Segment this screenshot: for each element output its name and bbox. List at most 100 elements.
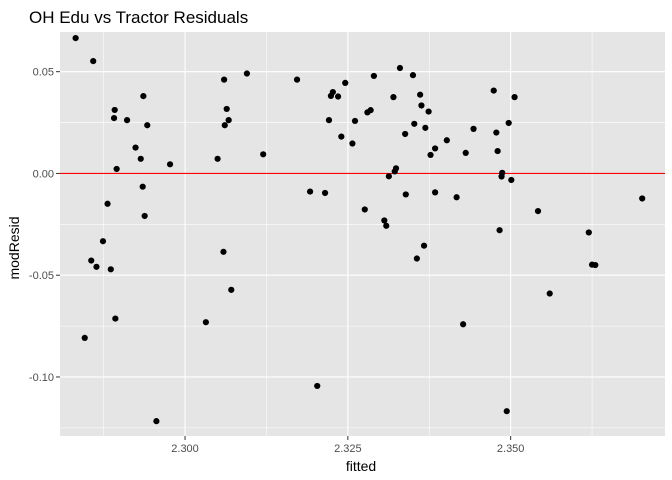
data-point (411, 120, 418, 127)
data-point (93, 263, 100, 270)
data-point (104, 200, 111, 207)
data-point (511, 94, 518, 101)
data-point (420, 242, 428, 249)
y-tick-label: 0.00 (33, 168, 54, 180)
data-point (367, 107, 374, 114)
data-point (361, 206, 368, 213)
x-axis-ticks: 2.300 2.325 2.350 (171, 436, 524, 455)
data-point (402, 130, 409, 138)
data-point (381, 217, 388, 224)
y-tick-label: -0.05 (29, 270, 54, 282)
data-point (223, 105, 230, 113)
data-point (546, 290, 553, 297)
data-point (112, 315, 119, 322)
data-point (140, 93, 147, 100)
data-point (427, 151, 434, 159)
data-point (417, 91, 424, 98)
data-point (329, 88, 336, 96)
data-point (220, 248, 227, 255)
data-point (113, 165, 120, 173)
data-point (293, 76, 301, 83)
x-axis-title: fitted (346, 458, 376, 474)
data-point (508, 176, 515, 184)
data-point (144, 122, 151, 129)
data-point (99, 238, 107, 245)
data-point (351, 117, 359, 125)
data-point (505, 119, 512, 127)
major-gridlines (60, 32, 665, 436)
data-points (72, 35, 646, 425)
data-point (110, 114, 118, 122)
data-point (221, 122, 228, 129)
data-point (81, 334, 88, 342)
data-point (260, 151, 267, 158)
data-point (166, 161, 174, 168)
data-point (392, 165, 400, 172)
data-point (396, 64, 404, 72)
data-point (141, 212, 148, 220)
chart-title: OH Edu vs Tractor Residuals (29, 8, 248, 27)
x-tick-label: 2.350 (497, 443, 525, 455)
data-point (139, 183, 146, 190)
data-point (432, 189, 439, 196)
data-point (639, 195, 646, 202)
data-point (88, 257, 95, 264)
data-point (342, 79, 349, 86)
data-point (432, 145, 439, 152)
data-point (107, 266, 114, 273)
data-point (503, 408, 510, 415)
data-point (221, 76, 228, 83)
data-point (202, 319, 209, 326)
data-point (422, 124, 429, 131)
data-point (338, 133, 345, 140)
data-point (306, 188, 314, 195)
data-point (534, 208, 542, 215)
data-point (585, 229, 592, 236)
data-point (390, 94, 397, 101)
data-point (413, 255, 420, 262)
y-tick-label: 0.05 (33, 67, 54, 79)
data-point (123, 117, 131, 124)
y-axis-title: modResid (6, 216, 22, 279)
x-tick-label: 2.300 (171, 443, 199, 455)
data-point (334, 93, 342, 100)
data-point (592, 261, 599, 269)
data-point (385, 173, 392, 180)
data-point (111, 106, 118, 114)
data-point (490, 87, 497, 94)
data-point (460, 321, 467, 328)
minor-gridlines (60, 32, 665, 436)
data-point (153, 418, 160, 425)
data-point (409, 72, 417, 79)
data-point (470, 125, 477, 132)
data-point (72, 35, 79, 42)
data-point (137, 155, 144, 162)
y-tick-label: -0.10 (29, 372, 54, 384)
data-point (453, 194, 460, 201)
data-point (228, 286, 235, 293)
data-point (243, 70, 251, 77)
data-point (443, 137, 450, 144)
data-point (214, 155, 221, 162)
data-point (349, 140, 356, 147)
data-point (132, 144, 139, 151)
y-axis-ticks: 0.05 0.00 -0.05 -0.10 (29, 67, 60, 384)
data-point (418, 102, 425, 109)
x-tick-label: 2.325 (334, 443, 362, 455)
data-point (462, 149, 469, 156)
data-point (321, 189, 329, 197)
data-point (325, 117, 333, 124)
data-point (90, 58, 97, 65)
data-point (499, 169, 506, 176)
data-point (225, 117, 232, 124)
data-point (496, 227, 503, 234)
data-point (314, 382, 321, 390)
data-point (493, 129, 500, 136)
data-point (425, 108, 432, 115)
data-point (494, 147, 501, 155)
data-point (383, 222, 390, 229)
data-point (402, 191, 409, 198)
plot-panel (60, 32, 665, 436)
